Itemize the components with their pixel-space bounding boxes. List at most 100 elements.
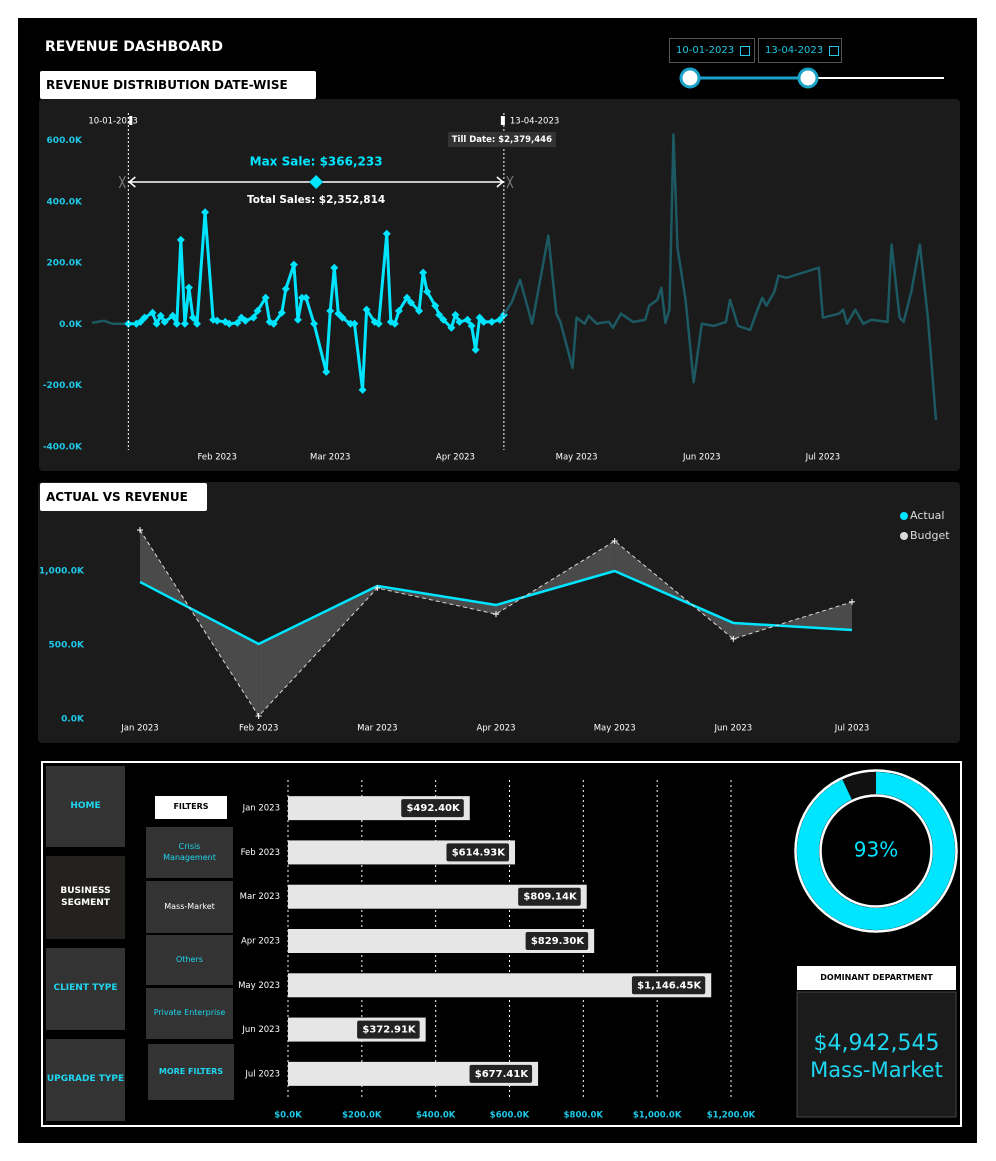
x-tick-label: $400.0K	[416, 1111, 456, 1121]
series-line	[139, 569, 853, 646]
point	[358, 385, 367, 394]
point	[160, 317, 169, 326]
date-text: 10-01-2023	[676, 45, 735, 56]
x-tick-label: Feb 2023	[197, 453, 236, 463]
point	[475, 313, 484, 322]
nav-button[interactable]: UPGRADE TYPE	[46, 1039, 125, 1121]
point	[487, 317, 496, 326]
legend-swatch	[900, 512, 908, 520]
value-label-box	[518, 887, 581, 906]
y-tick-label: Apr 2023	[241, 937, 280, 947]
point	[390, 319, 399, 328]
x-tick-label: Jul 2023	[805, 453, 841, 463]
value-label-box	[631, 976, 706, 995]
x-tick-label: $800.0K	[564, 1111, 604, 1121]
more-filters[interactable]: MORE FILTERS	[148, 1044, 234, 1100]
filter-option[interactable]: Crisis Management	[146, 827, 233, 878]
value-label: $829.30K	[531, 936, 586, 947]
x-tick-label: $200.0K	[342, 1111, 382, 1121]
value-label-box	[401, 799, 464, 818]
point	[172, 319, 181, 328]
point	[362, 305, 371, 314]
point	[180, 319, 189, 328]
point	[419, 268, 428, 277]
point	[350, 319, 359, 328]
x-tick-label: May 2023	[594, 724, 636, 734]
point	[382, 229, 391, 238]
point	[326, 306, 335, 315]
point	[479, 317, 488, 326]
point	[152, 319, 161, 328]
filter-option[interactable]: Mass-Market	[146, 881, 233, 933]
difference-area	[258, 585, 378, 717]
x-tick-label: Jun 2023	[714, 724, 753, 734]
value-label: $677.41K	[475, 1069, 530, 1080]
x-tick-label: Mar 2023	[310, 453, 350, 463]
point	[140, 313, 149, 322]
point	[255, 713, 262, 720]
calendar-icon	[829, 45, 840, 56]
filter-option[interactable]: Private Enterprise	[146, 988, 233, 1039]
point	[289, 260, 298, 269]
value-label-box	[469, 1064, 533, 1083]
date-to[interactable]: 13-04-2023	[758, 38, 842, 63]
dashboard-title: REVENUE DASHBOARD	[45, 39, 223, 55]
point	[435, 310, 444, 319]
series-line	[91, 319, 129, 326]
nav-button[interactable]: HOME	[46, 766, 125, 847]
value-label: $1,146.45K	[637, 980, 702, 991]
slider-handle[interactable]	[679, 67, 701, 89]
point	[192, 319, 201, 328]
point	[402, 293, 411, 302]
filters-title: FILTERS	[155, 796, 227, 819]
y-tick-label: 500.0K	[49, 641, 85, 651]
point	[495, 315, 504, 324]
point	[471, 345, 480, 354]
point	[455, 317, 464, 326]
point	[374, 319, 383, 328]
x-tick-label: $600.0K	[490, 1111, 530, 1121]
range-handle	[500, 116, 505, 125]
point	[293, 315, 302, 324]
series-line	[502, 133, 938, 421]
donut-border	[819, 794, 933, 908]
point	[394, 306, 403, 315]
kpi-card	[796, 991, 957, 1118]
nav-button[interactable]: BUSINESS SEGMENT	[46, 856, 125, 939]
point	[493, 611, 499, 618]
arrow-head	[128, 176, 505, 188]
point	[463, 315, 472, 324]
nav-button[interactable]: CLIENT TYPE	[46, 948, 125, 1030]
point	[447, 323, 456, 332]
y-tick-label: -400.0K	[43, 442, 83, 452]
y-tick-label: 200.0K	[47, 259, 83, 269]
range-label: 10-01-2023	[88, 117, 137, 127]
point	[281, 284, 290, 293]
legend-label: Actual	[910, 509, 944, 522]
filter-option[interactable]: Others	[146, 935, 233, 985]
date-from[interactable]: 10-01-2023	[669, 38, 755, 63]
point	[253, 306, 262, 315]
slider-handle[interactable]	[797, 67, 819, 89]
x-tick-label: Jan 2023	[120, 724, 158, 734]
point	[277, 308, 286, 317]
donut-border	[794, 769, 958, 933]
y-tick-label: Jul 2023	[244, 1069, 280, 1079]
x-tick-label: Jun 2023	[682, 453, 721, 463]
value-label-box	[446, 843, 510, 862]
point	[297, 293, 306, 302]
tooltip-box	[447, 132, 556, 147]
point	[261, 293, 270, 302]
value-label-box	[357, 1020, 420, 1039]
legend-swatch	[900, 532, 908, 540]
y-tick-label: 600.0K	[47, 136, 83, 146]
point	[423, 287, 432, 296]
value-label: $372.91K	[362, 1025, 417, 1036]
value-label: $809.14K	[523, 892, 578, 903]
y-tick-label: May 2023	[238, 981, 280, 991]
point	[137, 527, 143, 534]
annotation: Total Sales: $2,352,814	[247, 194, 385, 206]
y-tick-label: 400.0K	[47, 197, 83, 207]
point	[310, 319, 319, 328]
